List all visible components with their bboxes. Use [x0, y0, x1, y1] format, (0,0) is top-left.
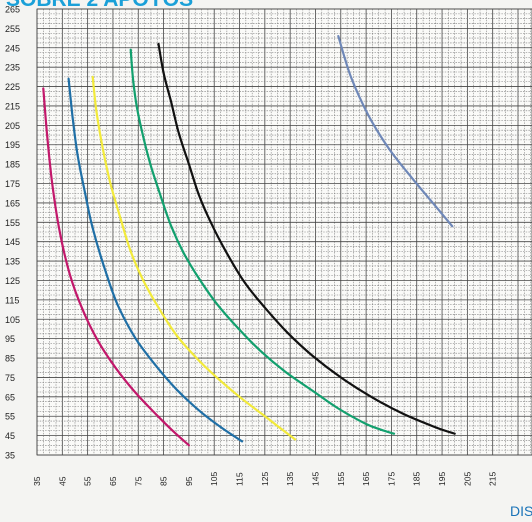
x-tick-label: 135: [285, 472, 295, 486]
y-tick-label: 245: [5, 43, 20, 53]
y-tick-label: 105: [5, 315, 20, 325]
x-tick-label: 155: [336, 472, 346, 486]
y-tick-label: 35: [5, 451, 15, 461]
y-tick-label: 145: [5, 237, 20, 247]
y-tick-label: 115: [5, 295, 19, 305]
x-tick-label: 115: [235, 472, 245, 486]
y-axis-ticks: 35 45 55 65 75 85 95 105 115 125 135 145 155 165 175 18…: [5, 5, 20, 461]
y-tick-label: 155: [5, 218, 20, 228]
x-tick-label: 125: [260, 472, 270, 486]
y-tick-label: 45: [5, 431, 15, 441]
x-tick-label: 55: [83, 476, 93, 486]
x-tick-label: 145: [310, 472, 320, 486]
y-tick-label: 195: [5, 140, 20, 150]
x-tick-label: 195: [437, 472, 447, 486]
series-line: [67, 77, 244, 443]
x-axis-ticks: 35 45 55 65 75 85 95 105 115 125 135 145 155 165 175 18…: [32, 472, 498, 486]
chart-series: [42, 35, 456, 447]
y-tick-label: 185: [5, 160, 20, 170]
y-tick-label: 255: [5, 24, 20, 34]
y-tick-label: 165: [5, 198, 20, 208]
x-tick-label: 75: [133, 476, 143, 486]
x-tick-label: 105: [209, 472, 219, 486]
x-tick-label: 35: [32, 476, 42, 486]
y-tick-label: 125: [5, 276, 20, 286]
chart-title: SOBRE 2 APOYOS: [6, 0, 193, 11]
series-line: [157, 42, 456, 435]
x-tick-label: 45: [57, 476, 67, 486]
x-tick-label: 165: [361, 472, 371, 486]
y-tick-label: 175: [5, 179, 20, 189]
y-tick-label: 75: [5, 373, 15, 383]
y-tick-label: 235: [5, 63, 20, 73]
x-axis-label: DIS: [510, 503, 532, 519]
y-tick-label: 135: [5, 257, 20, 267]
y-tick-label: 65: [5, 392, 15, 402]
series-line: [129, 48, 396, 435]
x-tick-label: 175: [386, 472, 396, 486]
y-tick-label: 205: [5, 121, 20, 131]
series-line: [91, 75, 297, 441]
chart-grid: [36, 8, 532, 456]
y-tick-label: 215: [5, 101, 20, 111]
series-line: [337, 35, 454, 228]
y-tick-label: 85: [5, 354, 15, 364]
x-tick-label: 95: [184, 476, 194, 486]
y-tick-label: 225: [5, 82, 20, 92]
series-line: [42, 87, 190, 447]
y-tick-label: 95: [5, 334, 15, 344]
x-tick-label: 185: [412, 472, 422, 486]
x-tick-label: 65: [108, 476, 118, 486]
y-tick-label: 265: [5, 5, 20, 15]
x-tick-label: 215: [488, 472, 498, 486]
x-tick-label: 85: [159, 476, 169, 486]
x-tick-label: 205: [462, 472, 472, 486]
y-tick-label: 55: [5, 412, 15, 422]
